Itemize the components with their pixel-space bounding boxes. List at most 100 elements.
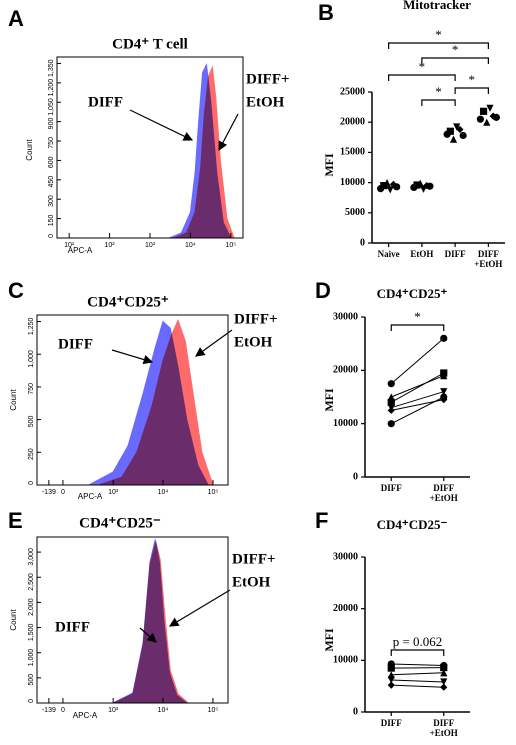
x-tick-label: 10⁵ (208, 707, 219, 714)
x-tick-label: Naive (378, 249, 400, 259)
pair-line (391, 375, 444, 398)
arrow (168, 589, 231, 627)
y-tick-label: 1,350 (48, 59, 55, 77)
point (479, 107, 488, 115)
annotation: DIFF+ (246, 71, 290, 87)
point (440, 669, 448, 677)
arrow (111, 349, 154, 365)
y-axis-label: Count (9, 609, 18, 631)
arrow (218, 113, 239, 152)
annotation: EtOH (246, 94, 285, 110)
x-tick-label: 10⁵ (225, 242, 236, 249)
y-tick-label: 1,050 (48, 98, 55, 116)
significance-label: * (419, 59, 426, 74)
pair-line (391, 663, 444, 666)
y-axis-label: MFI (322, 628, 336, 652)
chart-title: CD4⁺CD25⁻ (377, 517, 448, 532)
significance-label: * (435, 84, 442, 99)
significance-label: * (435, 27, 442, 42)
y-tick-label: 1,500 (28, 623, 35, 641)
x-tick-label: DIFF (381, 718, 402, 728)
significance-label: * (469, 72, 476, 87)
x-tick-label: DIFF +EtOH (430, 718, 458, 738)
y-tick-label: 10000 (333, 418, 358, 429)
annotation: EtOH (232, 574, 271, 590)
significance-bracket (421, 57, 489, 64)
significance-bracket (390, 649, 445, 656)
point (483, 118, 491, 126)
annotation: DIFF (55, 619, 90, 635)
point (486, 104, 494, 112)
point (387, 398, 395, 406)
y-axis-label: Count (9, 389, 18, 411)
y-tick-label: 2,500 (28, 573, 35, 591)
chart-title: CD4⁺CD25⁻ (79, 515, 161, 531)
pair-line (391, 667, 444, 669)
x-tick-label: 0 (61, 707, 65, 714)
plot-frame (36, 536, 229, 704)
point (387, 664, 395, 672)
arrow (139, 627, 157, 643)
significance-label: * (452, 42, 459, 57)
y-tick-label: 20000 (340, 116, 365, 127)
pair-line (391, 391, 444, 409)
x-tick-label: -139 (42, 489, 56, 496)
y-tick-label: 500 (28, 674, 35, 686)
significance-bracket (454, 87, 489, 94)
y-tick-label: 450 (48, 176, 55, 188)
point (456, 125, 464, 134)
annotation: EtOH (234, 334, 273, 350)
y-tick-label: 1,250 (28, 317, 35, 335)
pair-line (390, 337, 445, 385)
arrow (129, 109, 194, 141)
significance-label: * (414, 309, 421, 324)
x-axis-label: APC-A (73, 711, 98, 720)
y-tick-label: 500 (28, 416, 35, 428)
point (440, 396, 448, 404)
annotation: DIFF (58, 336, 93, 352)
y-tick-label: 1,000 (28, 350, 35, 368)
y-tick-label: 0 (28, 481, 35, 485)
significance-bracket (388, 42, 489, 49)
y-tick-label: 750 (48, 137, 55, 149)
y-tick-label: 150 (48, 215, 55, 227)
x-tick-label: 10⁴ (185, 242, 196, 249)
point (387, 681, 395, 689)
plot-frame (36, 314, 229, 486)
point (413, 181, 421, 189)
point (383, 179, 391, 187)
point (440, 678, 448, 686)
point (492, 113, 500, 121)
y-tick-label: 300 (48, 195, 55, 207)
y-tick-label: 15000 (340, 147, 365, 158)
pair-line (391, 679, 444, 683)
x-tick-label: DIFF (381, 483, 402, 493)
point (440, 388, 448, 396)
point (459, 131, 467, 140)
x-tick-label: 10³ (145, 242, 156, 249)
y-tick-label: 20000 (333, 365, 358, 376)
point (453, 123, 461, 131)
point (449, 135, 458, 143)
y-axis-label: Count (25, 139, 34, 161)
x-tick-label: 0 (61, 489, 65, 496)
significance-bracket (388, 74, 456, 81)
y-tick-label: 1,200 (48, 79, 55, 97)
x-tick-label: DIFF +EtOH (474, 249, 502, 269)
pair-line (391, 399, 444, 411)
point (440, 663, 448, 672)
point (393, 183, 401, 191)
y-tick-label: 1,000 (28, 649, 35, 667)
y-tick-label: 20000 (333, 603, 358, 614)
x-tick-label: DIFF (445, 249, 466, 259)
y-axis-label: MFI (322, 153, 336, 177)
histogram-area (112, 541, 190, 704)
pair-line (391, 372, 444, 403)
panel-letter: F (315, 508, 328, 533)
x-tick-label: 10³ (108, 707, 119, 714)
point (440, 683, 448, 691)
y-tick-label: 2,000 (28, 598, 35, 616)
significance-bracket (421, 99, 456, 106)
annotation: DIFF+ (232, 551, 276, 567)
